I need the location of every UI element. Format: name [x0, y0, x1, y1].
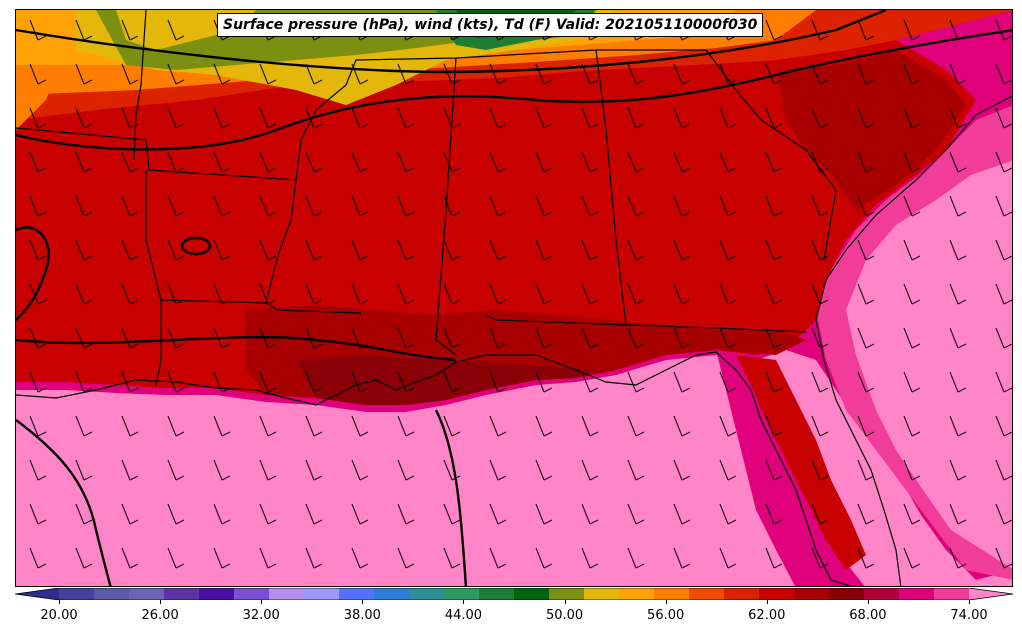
- colorbar-tick: [261, 600, 263, 604]
- colorbar-segment: [724, 588, 760, 600]
- colorbar-tick: [160, 600, 162, 604]
- colorbar-segment: [164, 588, 200, 600]
- colorbar-segment: [374, 588, 410, 600]
- colorbar-ticks: 20.00 26.00 32.00 38.00 44.00 50.00 56.00 62.00…: [0, 600, 1022, 630]
- colorbar-tick-label: 20.00: [40, 608, 78, 623]
- colorbar-segment: [409, 588, 445, 600]
- colorbar-tick: [59, 600, 60, 604]
- colorbar-segment: [759, 588, 795, 600]
- colorbar-tick-label: 68.00: [849, 608, 887, 623]
- colorbar-extend-max: [969, 588, 1013, 600]
- colorbar: [15, 588, 1013, 600]
- colorbar-segment: [689, 588, 725, 600]
- colorbar-segment: [549, 588, 585, 600]
- colorbar-segment: [864, 588, 900, 600]
- colorbar-segment: [619, 588, 655, 600]
- colorbar-tick: [969, 600, 970, 604]
- colorbar-segment: [934, 588, 970, 600]
- colorbar-tick: [463, 600, 465, 604]
- colorbar-tick: [766, 600, 768, 604]
- borders: [16, 10, 1012, 586]
- colorbar-segment: [794, 588, 830, 600]
- colorbar-tick: [362, 600, 364, 604]
- colorbar-segment: [199, 588, 235, 600]
- map-panel: [15, 9, 1013, 587]
- colorbar-tick-label: 26.00: [141, 608, 179, 623]
- colorbar-segment: [584, 588, 620, 600]
- colorbar-segment: [94, 588, 130, 600]
- colorbar-segment: [339, 588, 375, 600]
- colorbar-tick-label: 62.00: [748, 608, 786, 623]
- colorbar-segment: [444, 588, 480, 600]
- colorbar-segment: [654, 588, 690, 600]
- colorbar-segment: [304, 588, 340, 600]
- dewpoint-map: [16, 10, 1012, 586]
- isobars: [16, 10, 1012, 586]
- wind-barbs: [16, 10, 1012, 586]
- colorbar-segment: [59, 588, 95, 600]
- colorbar-tick-label: 50.00: [545, 608, 584, 623]
- colorbar-segment: [479, 588, 515, 600]
- colorbar-tick-label: 74.00: [950, 608, 988, 623]
- colorbar-tick: [564, 600, 566, 604]
- colorbar-extend-min: [15, 588, 59, 600]
- colorbar-segment: [899, 588, 935, 600]
- colorbar-segment: [829, 588, 865, 600]
- colorbar-tick-label: 38.00: [343, 608, 381, 623]
- colorbar-tick: [867, 600, 869, 604]
- colorbar-tick-label: 56.00: [647, 608, 685, 623]
- colorbar-tick: [665, 600, 667, 604]
- colorbar-segment: [269, 588, 305, 600]
- colorbar-tick-label: 32.00: [242, 608, 280, 623]
- colorbar-segment: [129, 588, 165, 600]
- colorbar-segment: [234, 588, 270, 600]
- colorbar-tick-label: 44.00: [444, 608, 483, 623]
- colorbar-segment: [514, 588, 550, 600]
- plot-title: Surface pressure (hPa), wind (kts), Td (…: [217, 13, 764, 37]
